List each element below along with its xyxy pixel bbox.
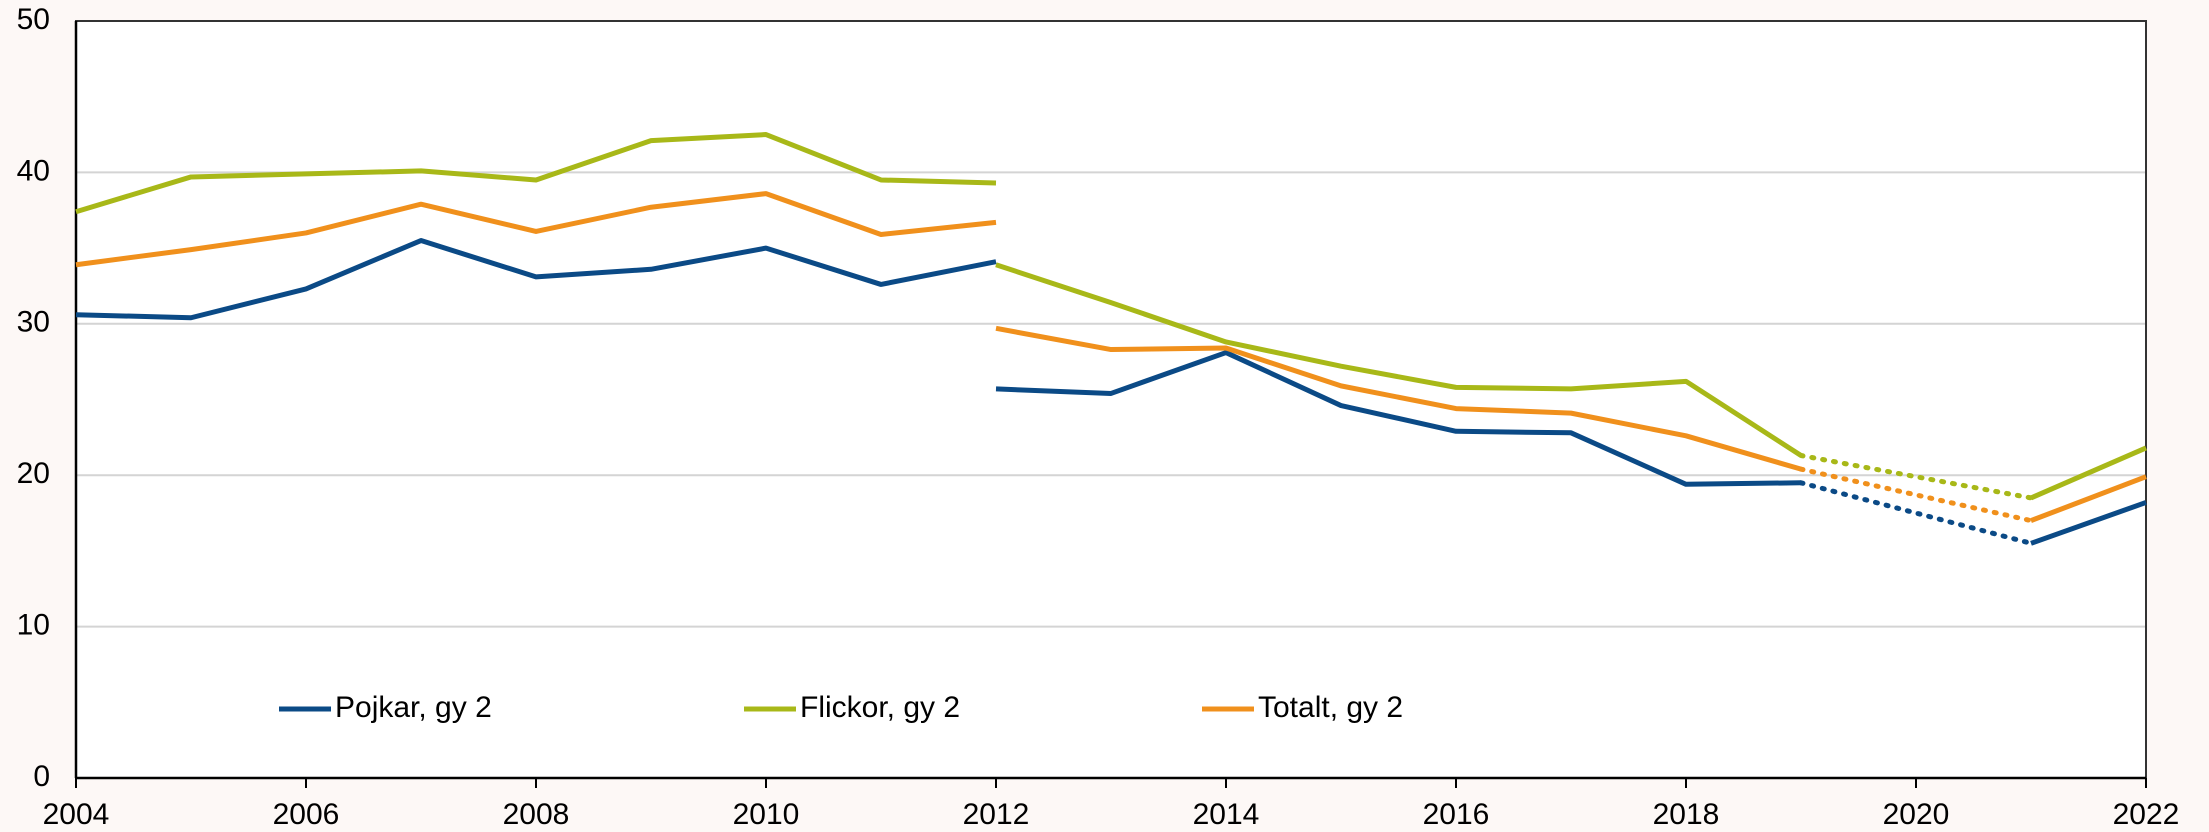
line-series xyxy=(2030,445,2147,501)
legend-label: Pojkar, gy 2 xyxy=(335,691,492,724)
line-series xyxy=(2030,500,2147,546)
line-series xyxy=(2030,474,2147,523)
dotted-connector xyxy=(1798,480,2034,546)
y-tick-label: 50 xyxy=(17,3,50,36)
line-series xyxy=(75,191,997,268)
x-tick-label: 2022 xyxy=(2113,798,2180,831)
x-tick-label: 2010 xyxy=(733,798,800,831)
x-tick-label: 2014 xyxy=(1193,798,1260,831)
legend-label: Totalt, gy 2 xyxy=(1258,691,1403,724)
x-tick-label: 2008 xyxy=(503,798,570,831)
x-tick-label: 2006 xyxy=(273,798,340,831)
line-series xyxy=(75,132,997,215)
line-series xyxy=(995,262,1803,458)
y-tick-label: 20 xyxy=(17,457,50,490)
x-tick-label: 2016 xyxy=(1423,798,1490,831)
x-tick-label: 2004 xyxy=(43,798,110,831)
line-series xyxy=(995,350,1802,487)
x-tick-label: 2018 xyxy=(1653,798,1720,831)
x-tick-label: 2012 xyxy=(963,798,1030,831)
plot-area xyxy=(76,21,2146,778)
legend-label: Flickor, gy 2 xyxy=(800,691,960,724)
y-tick-label: 0 xyxy=(33,760,50,793)
line-series xyxy=(995,325,1802,472)
line-series xyxy=(75,238,997,321)
y-tick-label: 10 xyxy=(17,609,50,642)
dotted-connector xyxy=(1798,466,2034,524)
x-tick-label: 2020 xyxy=(1883,798,1950,831)
y-tick-label: 30 xyxy=(17,306,50,339)
y-tick-label: 40 xyxy=(17,154,50,187)
